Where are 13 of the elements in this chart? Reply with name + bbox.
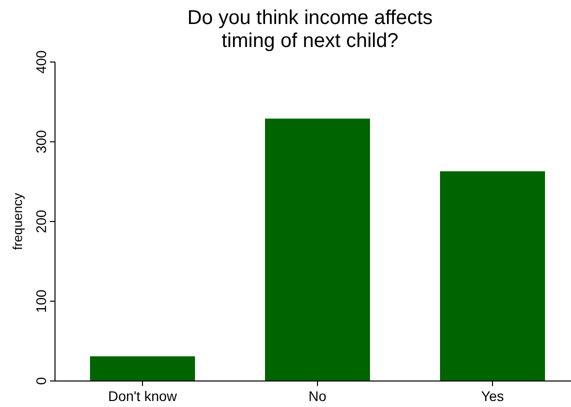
chart-title: Do you think income affects timing of next child? xyxy=(187,7,433,52)
x-tick-label: Yes xyxy=(481,388,504,404)
bar xyxy=(90,356,195,381)
y-tick-label: 400 xyxy=(33,50,49,74)
x-tick-label: Don't know xyxy=(108,388,178,404)
x-tick-label: No xyxy=(308,388,327,404)
y-tick-label: 200 xyxy=(33,210,49,234)
bar xyxy=(265,118,370,381)
y-axis-title: frequency xyxy=(10,192,25,250)
y-tick-label: 0 xyxy=(33,376,49,385)
y-tick-label: 100 xyxy=(33,289,49,313)
bar xyxy=(440,171,545,381)
y-tick-label: 300 xyxy=(33,130,49,154)
